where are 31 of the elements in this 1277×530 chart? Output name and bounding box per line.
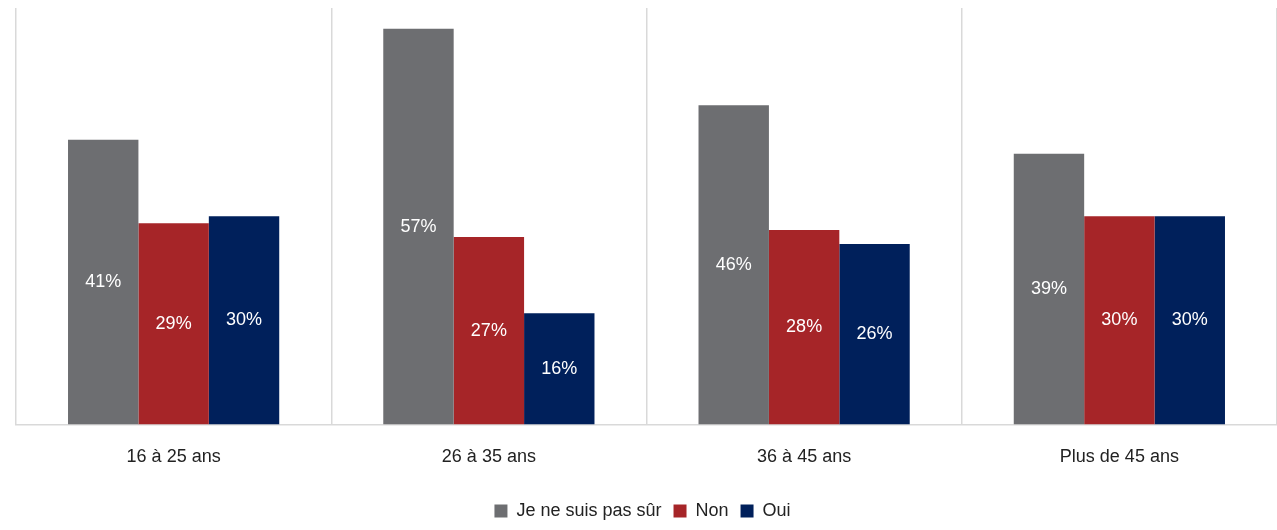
data-label: 30%: [1101, 309, 1138, 330]
legend-label: Oui: [762, 499, 791, 520]
bar: [1154, 216, 1225, 425]
bar: [1013, 153, 1085, 425]
legend-label: Non: [695, 499, 729, 520]
bar: [453, 237, 525, 425]
bar: [383, 28, 454, 425]
data-label: 46%: [715, 253, 752, 274]
legend-label: Je ne suis pas sûr: [516, 499, 662, 520]
data-label: 29%: [155, 312, 192, 333]
data-label: 27%: [470, 319, 507, 340]
bar: [138, 223, 209, 425]
data-label: 16%: [541, 357, 578, 378]
x-tick-label: Plus de 45 ans: [1059, 446, 1179, 467]
data-label: 26%: [856, 323, 893, 344]
bar: [208, 216, 280, 425]
x-tick-label: 26 à 35 ans: [441, 446, 536, 467]
bar: [68, 139, 139, 425]
bar: [1084, 216, 1155, 425]
data-label: 30%: [1171, 309, 1208, 330]
data-label: 28%: [786, 316, 823, 337]
data-label: 57%: [400, 215, 437, 236]
bar: [524, 313, 595, 425]
bar: [768, 230, 840, 425]
x-tick-label: 16 à 25 ans: [126, 446, 221, 467]
bar: [839, 243, 910, 425]
x-tick-label: 36 à 45 ans: [757, 446, 852, 467]
bar: [698, 105, 769, 425]
data-label: 30%: [226, 309, 263, 330]
data-label: 39%: [1030, 278, 1067, 299]
data-label: 41%: [85, 271, 122, 292]
